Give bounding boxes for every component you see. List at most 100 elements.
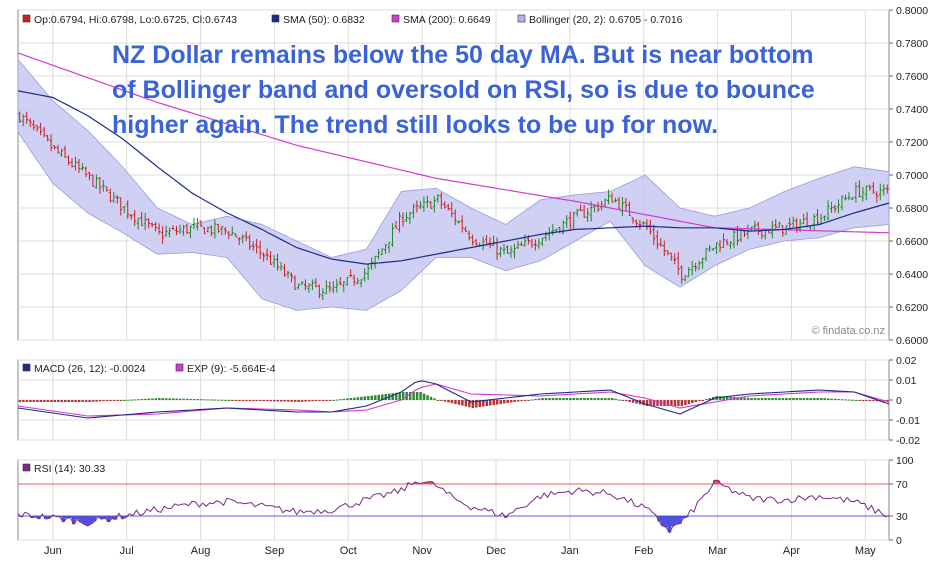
macd-histogram-bar: [868, 400, 872, 401]
legend-swatch: [517, 14, 526, 23]
macd-histogram-bar: [750, 398, 753, 400]
macd-histogram-bar: [60, 400, 63, 402]
macd-histogram-bar: [429, 396, 433, 400]
legend-swatch: [22, 363, 31, 372]
macd-histogram-bar: [757, 398, 760, 400]
macd-histogram-bar: [311, 400, 314, 402]
macd-histogram-bar: [597, 398, 600, 400]
macd-histogram-bar: [440, 400, 443, 401]
macd-histogram-bar: [854, 400, 858, 401]
month-label: Aug: [191, 545, 211, 557]
legend-label: SMA (50): 0.6832: [283, 14, 365, 26]
macd-histogram-bar: [67, 400, 70, 402]
macd-histogram-bar: [502, 400, 506, 404]
macd-histogram-bar: [725, 396, 729, 400]
y-tick-label: 0.6200: [896, 302, 928, 314]
macd-histogram-bar: [46, 400, 50, 402]
macd-histogram-bar: [586, 398, 590, 400]
macd-histogram-bar: [858, 400, 861, 401]
macd-histogram-bar: [548, 398, 551, 400]
macd-histogram-bar: [412, 392, 415, 400]
month-label: Apr: [783, 545, 800, 557]
macd-histogram-bar: [468, 400, 471, 408]
macd-histogram-bar: [851, 399, 854, 401]
macd-histogram-bar: [562, 398, 565, 400]
macd-histogram-bar: [820, 398, 823, 400]
macd-histogram-bar: [872, 400, 875, 401]
macd-histogram-bar: [356, 397, 360, 400]
month-label: Jan: [561, 545, 579, 557]
macd-histogram-bar: [739, 397, 743, 400]
y-tick-label: 0.6400: [896, 269, 928, 281]
macd-histogram-bar: [307, 400, 311, 402]
macd-histogram-bar: [506, 400, 509, 403]
legend-swatch: [271, 14, 280, 23]
macd-histogram-bar: [530, 399, 534, 401]
legend-swatch: [175, 363, 184, 372]
macd-histogram-bar: [245, 400, 248, 401]
macd-histogram-bar: [537, 398, 541, 400]
bollinger-band: [17, 58, 890, 311]
macd-histogram-bar: [826, 398, 830, 400]
macd-histogram-bar: [583, 398, 586, 400]
macd-histogram-bar: [192, 399, 196, 400]
macd-histogram-bar: [544, 398, 548, 400]
macd-histogram-bar: [154, 398, 158, 400]
macd-histogram-bar: [398, 392, 401, 400]
macd-histogram-bar: [509, 400, 513, 403]
macd-histogram-bar: [109, 400, 112, 401]
macd-histogram-bar: [576, 398, 579, 400]
macd-histogram-bar: [565, 398, 569, 400]
macd-histogram-bar: [718, 396, 722, 400]
macd-histogram-bar: [133, 399, 137, 401]
macd-histogram-bar: [816, 398, 820, 400]
y-tick-label: 70: [896, 479, 908, 491]
macd-histogram-bar: [151, 398, 154, 400]
macd-histogram-bar: [419, 392, 422, 400]
macd-histogram-bar: [276, 400, 279, 402]
macd-histogram-bar: [443, 400, 447, 402]
macd-histogram-bar: [206, 399, 210, 401]
macd-histogram-bar: [492, 400, 496, 405]
month-label: Dec: [486, 545, 506, 557]
macd-histogram-bar: [367, 396, 370, 400]
y-tick-label: 0.02: [896, 355, 917, 367]
macd-histogram-bar: [332, 400, 335, 401]
macd-histogram-bar: [422, 393, 426, 400]
macd-histogram-bar: [489, 400, 492, 406]
month-label: Nov: [412, 545, 432, 557]
macd-histogram-bar: [865, 400, 868, 401]
macd-histogram-bar: [809, 398, 813, 400]
macd-histogram-bar: [161, 398, 165, 400]
macd-histogram-bar: [673, 400, 677, 406]
macd-histogram-bar: [875, 400, 879, 402]
macd-histogram-bar: [485, 400, 489, 406]
macd-histogram-bar: [36, 400, 39, 402]
macd-histogram-bar: [579, 398, 583, 400]
annotation-line-2: of Bollinger band and oversold on RSI, s…: [112, 76, 815, 104]
macd-histogram-bar: [830, 398, 833, 400]
y-tick-label: 0.6600: [896, 236, 928, 248]
macd-histogram-bar: [70, 400, 74, 402]
macd-histogram-bar: [88, 400, 91, 402]
macd-histogram-bar: [81, 400, 84, 402]
macd-histogram-bar: [29, 400, 32, 402]
macd-histogram-bar: [774, 398, 778, 400]
month-label: May: [855, 545, 876, 557]
macd-histogram-bar: [297, 400, 300, 402]
macd-histogram-bar: [116, 400, 119, 401]
macd-histogram-bar: [795, 398, 799, 400]
macd-histogram-bar: [610, 398, 614, 400]
macd-histogram-bar: [293, 400, 297, 402]
macd-histogram-bar: [217, 399, 220, 401]
macd-series: [17, 380, 890, 419]
macd-histogram-bar: [213, 399, 217, 401]
macd-histogram-bar: [593, 398, 597, 400]
macd-histogram-bar: [130, 399, 133, 401]
sma200-line: [17, 52, 890, 234]
macd-histogram-bar: [147, 398, 151, 400]
month-label: Feb: [634, 545, 653, 557]
macd-histogram-bar: [691, 400, 694, 403]
macd-histogram-bar: [886, 400, 889, 402]
watermark: © findata.co.nz: [811, 325, 885, 337]
